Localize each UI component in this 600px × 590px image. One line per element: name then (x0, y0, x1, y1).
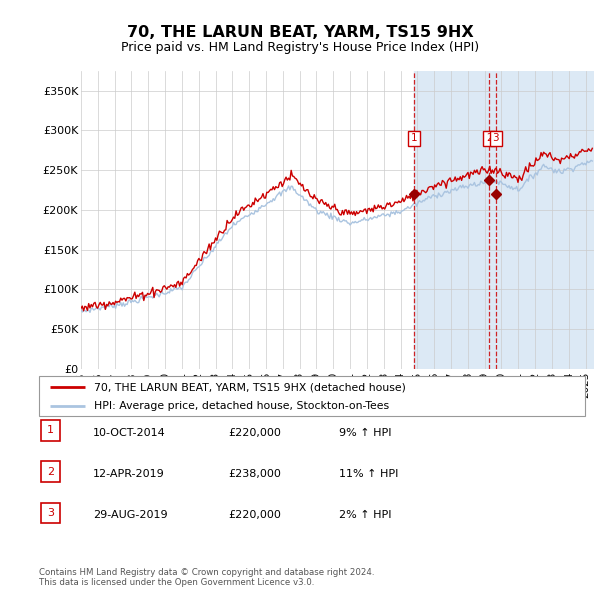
Text: 2: 2 (486, 133, 493, 143)
Text: 12-APR-2019: 12-APR-2019 (93, 469, 165, 479)
Text: 70, THE LARUN BEAT, YARM, TS15 9HX: 70, THE LARUN BEAT, YARM, TS15 9HX (127, 25, 473, 40)
Text: 3: 3 (493, 133, 499, 143)
Text: 9% ↑ HPI: 9% ↑ HPI (339, 428, 391, 438)
Text: 2: 2 (47, 467, 54, 477)
Text: £220,000: £220,000 (228, 428, 281, 438)
Text: £238,000: £238,000 (228, 469, 281, 479)
Text: 2% ↑ HPI: 2% ↑ HPI (339, 510, 391, 520)
Bar (413, 71, 600, 369)
FancyBboxPatch shape (41, 503, 60, 523)
FancyBboxPatch shape (39, 376, 585, 416)
Text: 70, THE LARUN BEAT, YARM, TS15 9HX (detached house): 70, THE LARUN BEAT, YARM, TS15 9HX (deta… (94, 382, 406, 392)
Text: Contains HM Land Registry data © Crown copyright and database right 2024.
This d: Contains HM Land Registry data © Crown c… (39, 568, 374, 587)
FancyBboxPatch shape (41, 420, 60, 441)
Text: £220,000: £220,000 (228, 510, 281, 520)
Text: 11% ↑ HPI: 11% ↑ HPI (339, 469, 398, 479)
Text: 1: 1 (410, 133, 417, 143)
Text: 10-OCT-2014: 10-OCT-2014 (93, 428, 166, 438)
Text: Price paid vs. HM Land Registry's House Price Index (HPI): Price paid vs. HM Land Registry's House … (121, 41, 479, 54)
Text: 3: 3 (47, 508, 54, 518)
Text: HPI: Average price, detached house, Stockton-on-Tees: HPI: Average price, detached house, Stoc… (94, 401, 389, 411)
Text: 1: 1 (47, 425, 54, 435)
Text: 29-AUG-2019: 29-AUG-2019 (93, 510, 167, 520)
FancyBboxPatch shape (41, 461, 60, 482)
